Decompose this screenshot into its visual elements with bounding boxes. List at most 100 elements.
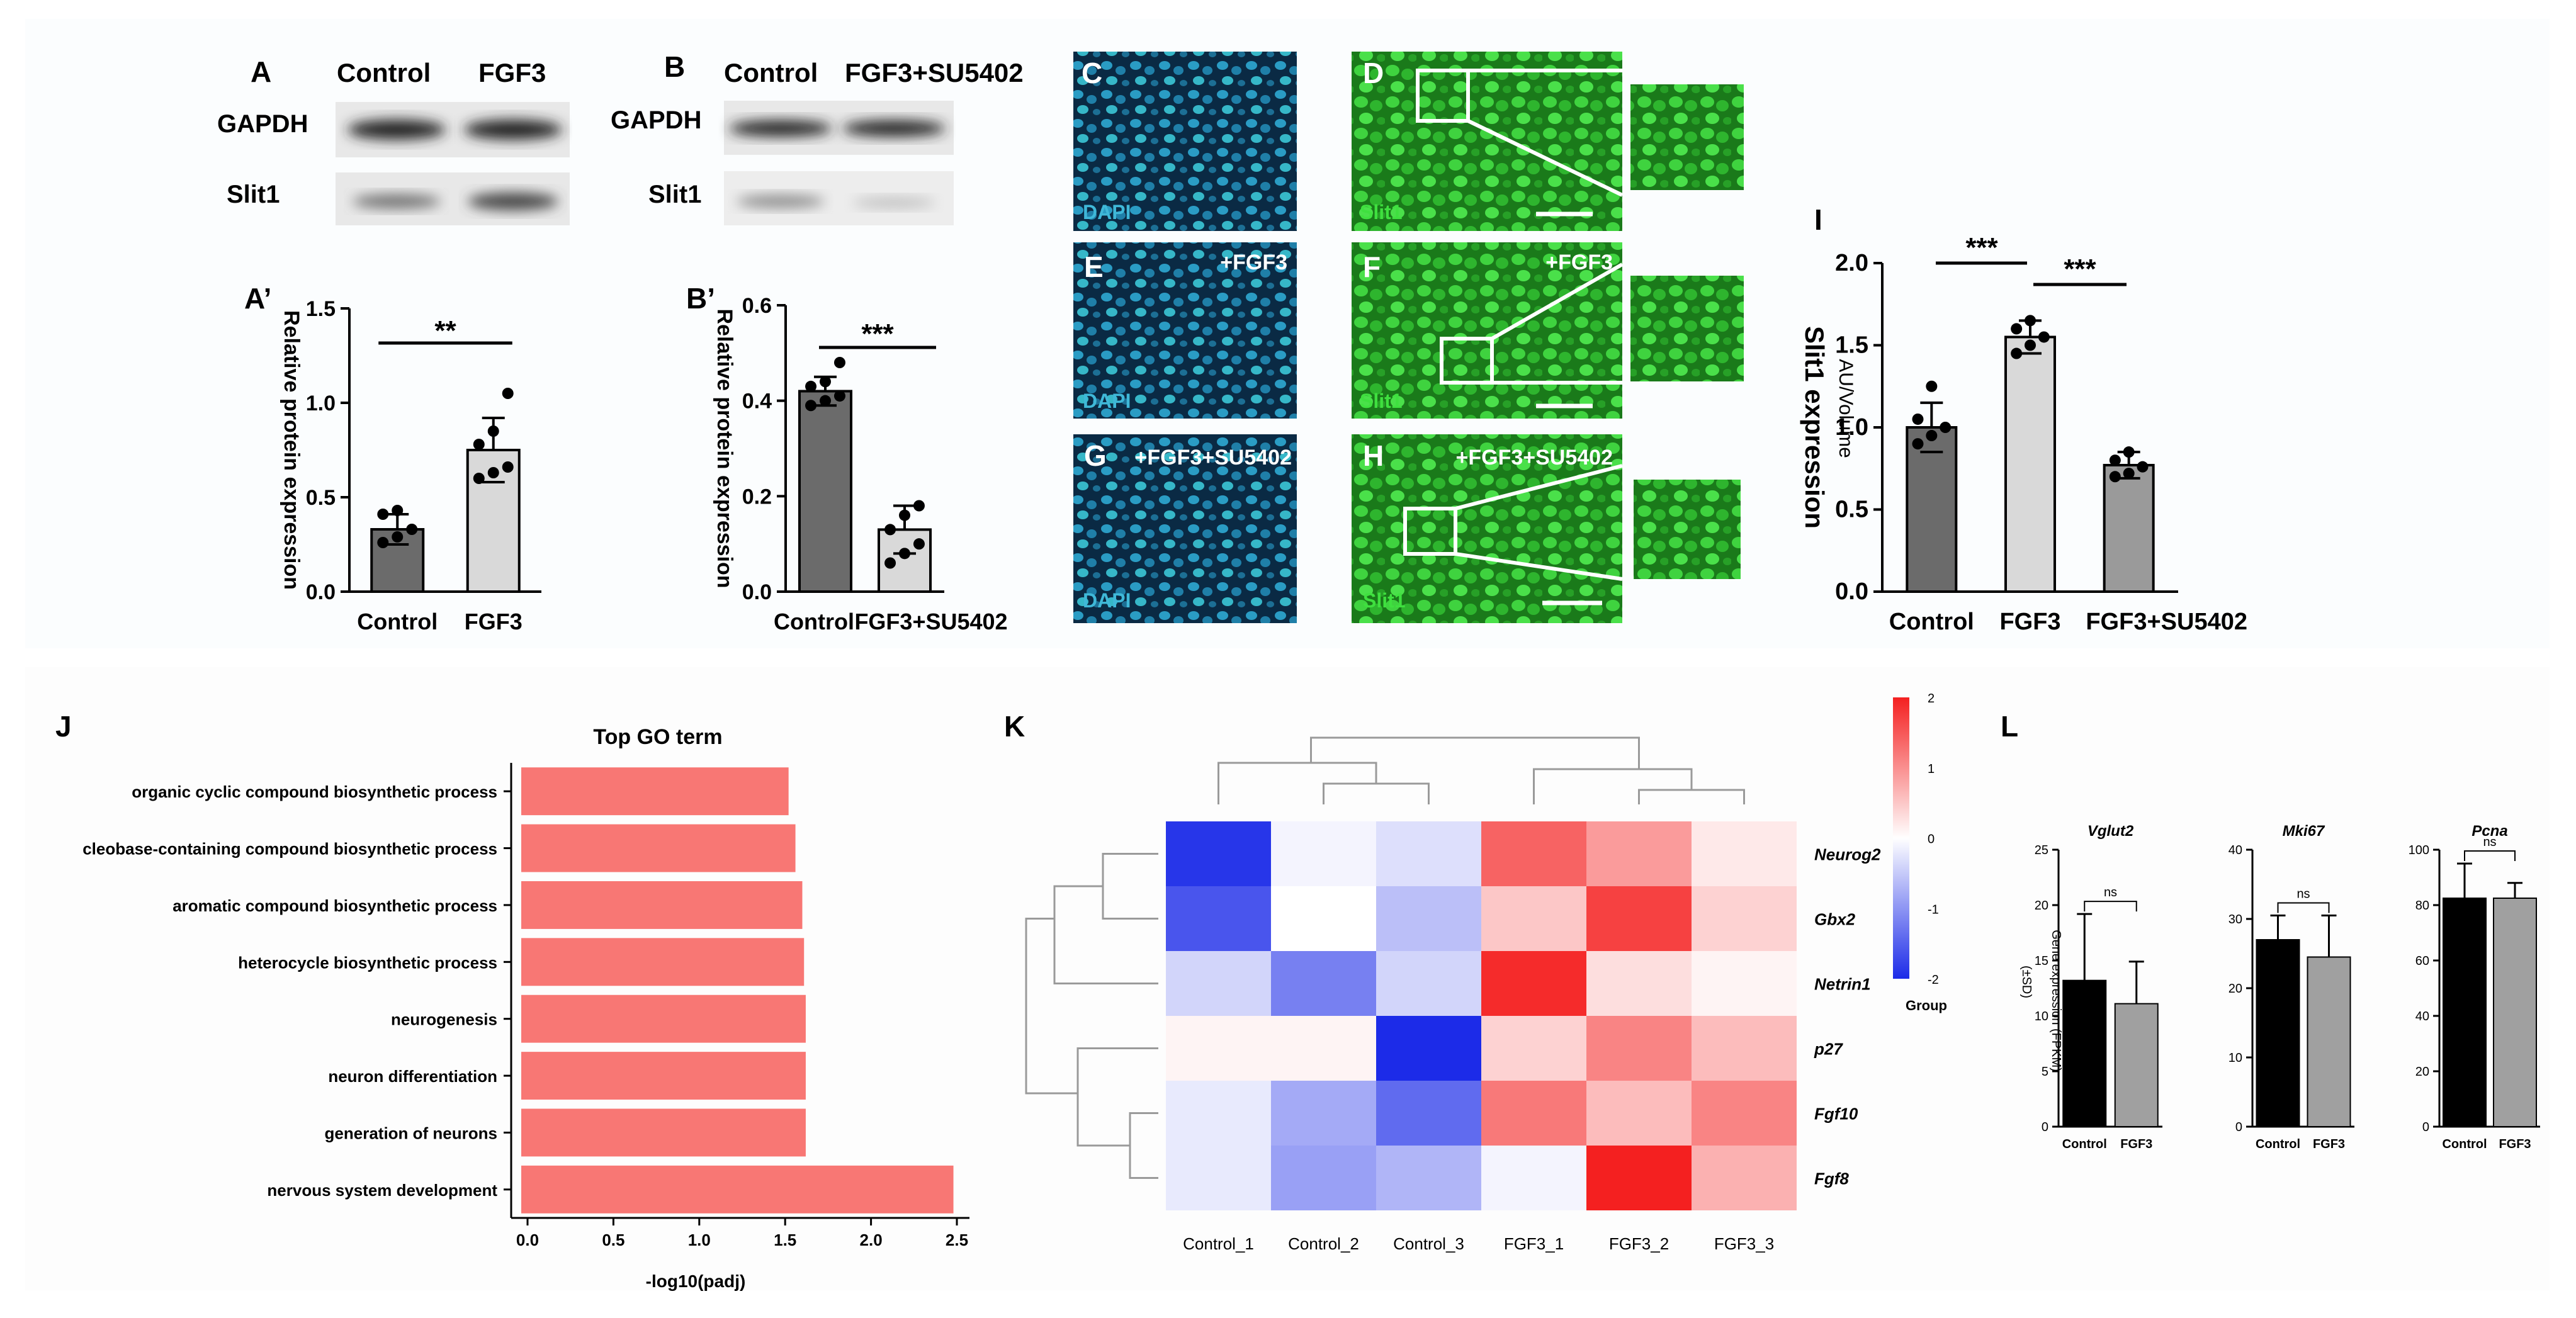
micro-h-zoom-line-bottom [1455,552,1623,581]
micro-f-zoom-line-top [1491,262,1624,341]
bar [1906,426,1958,593]
heatmap-col-label: FGF3_2 [1609,1234,1669,1253]
heatmap-cell [1376,1016,1481,1081]
heatmap-row-label: Gbx2 [1814,910,1856,929]
heatmap-cell [1376,886,1481,951]
heatmap-cell [1481,1146,1586,1210]
y-tick-label: 20 [2229,982,2242,996]
column-dendrogram [1217,762,1377,804]
blot-a-slit1-band-control [353,194,441,208]
y-tick-label: 0 [2422,1120,2429,1134]
color-scale-tick: -1 [1928,903,1939,916]
subplot-title: Vglut2 [2087,823,2134,840]
y-tick-label: 25 [2035,843,2048,857]
data-point [833,390,845,402]
data-point [392,531,404,543]
data-point [502,388,514,399]
heatmap-cell [1481,886,1586,951]
heatmap-cell [1586,886,1692,951]
micro-g-letter: G [1084,439,1107,472]
y-tick-label: 10 [2035,1010,2048,1023]
panel-letter-k: K [1004,710,1025,743]
significance-label: *** [1965,232,1998,263]
go-term-label: neurogenesis [391,1010,497,1029]
micro-d-letter: D [1363,57,1384,89]
bar [2307,956,2351,1127]
micro-g-condition: +FGF3+SU5402 [1135,446,1292,470]
significance-label: ns [2104,886,2117,899]
micro-f: F +FGF3 Slit1 [1352,242,1744,419]
bar [2103,464,2155,594]
data-point [2011,323,2023,335]
panel-letter-a: A [251,55,271,88]
micro-e-letter: E [1084,251,1104,283]
heatmap-col-label: FGF3_3 [1714,1234,1774,1253]
x-category-label: Control [2256,1137,2300,1151]
data-point [899,509,910,521]
data-point [473,473,485,484]
micro-f-zoom-inset [1630,276,1744,381]
data-point [884,557,896,569]
y-axis-label: Gene expression (FPKM) [2049,930,2063,1072]
y-tick-label: 0.5 [1835,497,1868,523]
micro-c-letter: C [1082,57,1102,89]
data-point [487,425,499,437]
micro-h-zoom-line-top [1455,464,1623,510]
heatmap-cell [1376,951,1481,1016]
heatmap-cell [1692,886,1797,951]
bar [2062,979,2107,1128]
blot-b-slit1-band-su5402 [852,198,935,208]
x-category-label: Control [357,609,438,634]
color-scale-tick: 0 [1928,833,1935,847]
x-category-label: FGF3 [2120,1137,2152,1151]
significance-bracket [2277,902,2330,913]
x-tick-label: 2.0 [860,1231,883,1249]
y-tick-label: 40 [2229,843,2242,857]
x-category-label: FGF3 [465,609,523,634]
bar [2443,898,2487,1127]
x-tick-label: 1.0 [688,1231,711,1249]
data-point [2109,471,2121,483]
micro-g-label: DAPI [1083,589,1131,612]
y-axis-label: Relative protein expression [713,308,737,588]
blot-b-col-control: Control [724,58,818,87]
heatmap-cell [1481,951,1586,1016]
y-tick-label: 0 [2235,1120,2242,1134]
row-dendrogram [1076,1047,1158,1147]
micro-c-image [1073,52,1297,231]
heatmap-cell [1692,951,1797,1016]
color-scale-tick: -2 [1928,973,1939,987]
data-point [913,500,925,512]
data-point [2025,315,2036,327]
subplot-title: Pcna [2471,823,2507,840]
blot-a-col-fgf3: FGF3 [478,58,546,87]
data-point [406,524,418,535]
go-term-label: aromatic compound biosynthetic process [172,896,497,915]
chart-i: 0.0 0.5 1.0 1.5 2.0 Control FGF3 FGF3+SU5402 Sli… [1800,203,2247,635]
heatmap-row-label: Fgf8 [1814,1169,1849,1188]
color-scale-label: Group [1906,998,1947,1013]
color-scale-tick: 2 [1928,692,1935,706]
go-term-bar [521,824,796,872]
micro-h-letter: H [1363,439,1384,472]
go-term-label: nervous system development [267,1181,497,1200]
chart-j-go-terms: Top GO term organic cyclic compound biosy… [82,725,969,1291]
y-axis-sublabel: (±SD) [2020,966,2033,998]
blot-a-gapdh-band-fgf3 [464,120,562,140]
micro-f-label: Slit1 [1360,390,1403,412]
y-tick-label: 60 [2415,954,2429,968]
micro-f-image [1352,242,1622,419]
data-point [1912,413,1924,425]
x-axis-label: -log10(padj) [646,1271,746,1291]
y-tick-label: 80 [2415,899,2429,913]
go-term-bar [521,1052,806,1100]
micro-d-zoom-line-bottom [1467,119,1624,197]
data-point [2025,339,2036,351]
heatmap-cell [1271,886,1376,951]
x-category-label: FGF3 [2313,1137,2345,1151]
x-category-label: FGF3 [2499,1137,2531,1151]
panel-letter-j: J [55,710,72,743]
x-category-label: Control [2442,1137,2487,1151]
micro-e: E +FGF3 DAPI [1073,242,1297,419]
chart-a-prime: 0.0 0.5 1.0 1.5 Control FGF3 Relative protein … [244,282,541,634]
